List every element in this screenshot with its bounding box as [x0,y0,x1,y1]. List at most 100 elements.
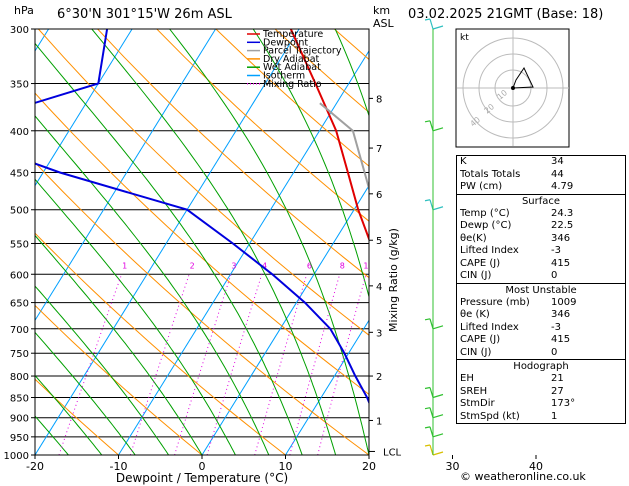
x-tick-label: 30 [446,460,460,473]
pressure-label: 600 [10,270,29,281]
info-label: CAPE (J) [460,257,501,269]
mixing-ratio-line [317,274,367,455]
legend-label: Mixing Ratio [263,79,322,90]
series-line-dewpoint [35,29,369,405]
mixing-ratio-line [129,274,190,455]
km-label: km [373,4,391,17]
y2-axis-label: Mixing Ratio (g/kg) [387,228,400,332]
isotherm [35,29,133,187]
mixing-ratio-label: 1 [122,261,127,270]
info-label: Temp (°C) [460,207,510,219]
info-row: PW (cm) 4.79 [457,181,625,194]
pressure-label: 300 [10,25,29,36]
x-tick-label: -10 [110,460,128,473]
wet-adiabat [169,29,369,455]
info-label: θe(K) [460,232,487,244]
isotherm [118,49,369,455]
wind-barb [424,426,444,438]
hodograph-title: Hodograph [457,359,625,373]
info-label: θe (K) [460,309,490,320]
x-tick-label: 0 [199,460,206,473]
mixing-ratio-line [254,274,308,455]
most-unstable-title: Most Unstable [457,282,625,297]
wet-adiabat [252,29,369,299]
km-label: 3 [376,328,382,339]
info-value: 4.79 [551,181,574,192]
mixing-ratio-line [58,274,123,455]
info-value: 34 [551,156,564,167]
wet-adiabat [35,285,170,455]
series-line-temperature [289,29,369,242]
info-label: PW (cm) [460,181,503,192]
info-value: 44 [551,168,564,180]
info-label: Lifted Index [460,245,519,256]
dry-adiabat [35,378,119,455]
km-label: 4 [376,282,382,293]
info-value: 0 [551,346,558,358]
dry-adiabat [215,29,369,167]
x-tick-label: -20 [26,460,44,473]
info-value: 22.5 [551,220,574,231]
info-row: K 34 [457,156,625,169]
info-label: Dewp (°C) [460,220,512,231]
info-row: Lifted Index -3 [457,245,625,258]
info-row: θe (K) 346 [457,309,625,322]
info-label: EH [460,373,474,384]
info-label: CAPE (J) [460,334,501,345]
pressure-label: 550 [10,239,29,250]
info-label: Lifted Index [460,321,519,333]
x-tick-label: 20 [362,460,376,473]
pressure-label: 400 [10,127,29,138]
info-row: CIN (J) 0 [457,270,625,283]
mixing-ratio-label: 2 [190,261,195,270]
km-label: 7 [376,144,382,155]
info-label: SREH [460,385,488,397]
info-label: CIN (J) [460,270,492,281]
info-row: CIN (J) 0 [457,347,625,360]
mixing-ratio-line [289,274,341,455]
info-row: Pressure (mb) 1009 [457,297,625,310]
wet-adiabat [35,42,303,455]
wind-barb [424,386,444,399]
wind-barb [424,120,444,132]
info-value: -3 [551,321,561,333]
hodograph-trace [512,66,534,89]
dry-adiabat [35,92,369,395]
wind-barb [424,407,444,419]
wind-barb [424,444,444,456]
wind-barb [424,318,444,330]
x-axis-label: Dewpoint / Temperature (°C) [116,471,288,485]
mixing-ratio-label: 6 [307,261,312,270]
info-label: CIN (J) [460,346,492,358]
credit: © weatheronline.co.uk [460,470,586,483]
dry-adiabat [38,29,369,336]
wet-adiabat [91,29,337,455]
pressure-label: 650 [10,299,29,310]
mixing-ratio-label: 8 [340,261,345,270]
info-value: 1009 [551,296,577,308]
info-value: 346 [551,309,571,320]
info-label: K [460,156,467,167]
indices-panel: K 34 Totals Totals 44 PW (cm) 4.79 Surface Te… [456,155,626,424]
lcl-label: LCL [383,447,402,458]
pressure-label: 450 [10,168,29,179]
legend-label: Wet Adiabat [263,62,321,73]
mixing-ratio-line [206,274,263,455]
wet-adiabat [35,234,203,455]
asl-label: ASL [373,17,394,30]
isotherm [35,29,300,455]
info-value: 415 [551,334,571,345]
info-row: Temp (°C) 24.3 [457,208,625,221]
km-label: 1 [376,416,382,427]
km-label: 8 [376,94,382,105]
info-row: StmSpd (kt) 1 [457,411,625,424]
isotherm [201,184,369,455]
info-row: θe(K) 346 [457,233,625,246]
wet-adiabat [35,178,236,455]
info-value: 24.3 [551,207,574,219]
km-label: 5 [376,236,382,247]
x-tick-label: 40 [529,460,543,473]
legend-label: Parcel Trajectory [263,46,342,57]
mixing-ratio-label: 10 [363,261,373,270]
